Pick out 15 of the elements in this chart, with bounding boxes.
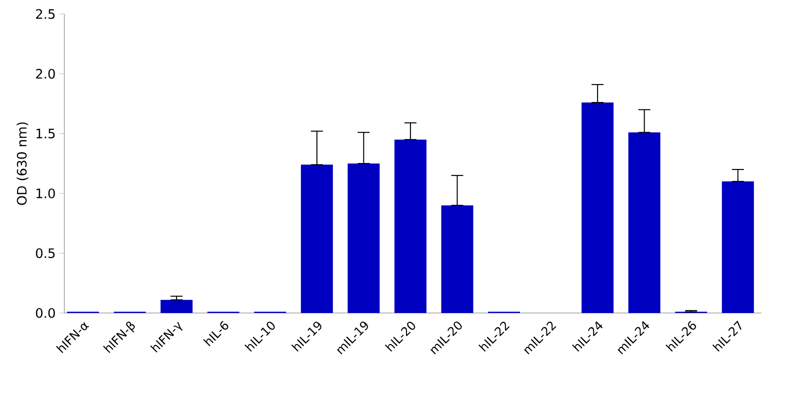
y-axis-title: OD (630 nm)	[16, 122, 28, 205]
y-tick-label: 1.0	[36, 188, 55, 198]
bar	[160, 300, 193, 313]
bar	[441, 205, 474, 313]
bar	[300, 164, 333, 313]
bar	[628, 132, 660, 313]
y-tick-label: 0.5	[36, 248, 55, 258]
bar	[348, 163, 380, 313]
y-tick-label: 2.5	[36, 9, 55, 19]
bar	[582, 102, 614, 313]
bar	[722, 181, 754, 313]
y-tick-label: 1.5	[36, 128, 55, 138]
bar	[394, 140, 426, 313]
y-tick-label: 0.0	[36, 308, 55, 318]
y-tick-label: 2.0	[36, 68, 55, 79]
